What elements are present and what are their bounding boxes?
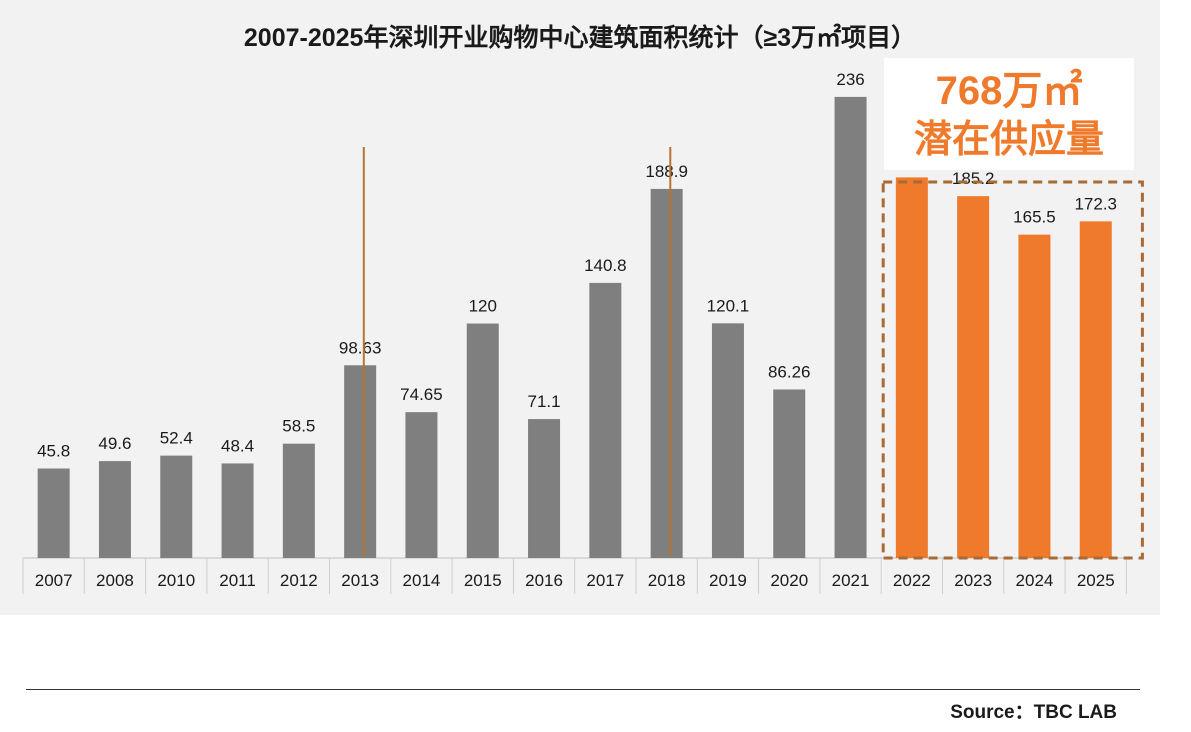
- x-tick-label-2007: 2007: [35, 571, 73, 590]
- data-label-2007: 45.8: [37, 442, 70, 461]
- data-label-2020: 86.26: [768, 362, 811, 381]
- x-tick-label-2017: 2017: [586, 571, 624, 590]
- bar-2010: [160, 455, 193, 558]
- phase-sprout: 萌芽发展阶段: [38, 620, 328, 668]
- phase-redevelopment-boom-label: 旧改爆发增长阶段: [917, 633, 1094, 658]
- x-tick-label-2023: 2023: [954, 571, 992, 590]
- data-label-2024: 165.5: [1013, 208, 1056, 227]
- phase-pandemic-exploration: 疫情探索阶段: [673, 620, 865, 668]
- footer-rule: [26, 689, 1140, 690]
- data-label-2010: 52.4: [160, 429, 193, 448]
- phase-steady-growth: 平稳增长阶段: [396, 620, 686, 668]
- source-note: Source：TBC LAB: [950, 702, 1117, 723]
- phase-steady-growth-label: 平稳增长阶段: [462, 633, 595, 658]
- bar-2020: [773, 389, 806, 558]
- bar-2023: [957, 196, 990, 558]
- bar-2019: [711, 323, 744, 558]
- chart-title: 2007-2025年深圳开业购物中心建筑面积统计（≥3万㎡项目）: [243, 24, 917, 52]
- x-tick-label-2010: 2010: [157, 571, 195, 590]
- x-tick-label-2018: 2018: [648, 571, 686, 590]
- x-tick-label-2011: 2011: [219, 571, 256, 590]
- bar-chart: 45.8 2007 49.6 2008 52.4 2010 48.4 2011 58.5 2012…: [22, 70, 1144, 594]
- phase-redevelopment-boom: 旧改爆发增长阶段: [884, 620, 1152, 668]
- x-tick-label-2008: 2008: [96, 571, 134, 590]
- data-label-2016: 71.1: [528, 392, 561, 411]
- x-tick-label-2013: 2013: [341, 571, 379, 590]
- bar-2013: [344, 365, 377, 558]
- data-label-2011: 48.4: [221, 436, 254, 455]
- bar-2017: [589, 282, 622, 558]
- x-tick-label-2025: 2025: [1077, 571, 1115, 590]
- bar-2025: [1079, 221, 1112, 559]
- bar-2018: [650, 188, 683, 558]
- x-tick-label-2012: 2012: [280, 571, 318, 590]
- bar-2014: [405, 412, 438, 558]
- bar-2016: [528, 419, 561, 558]
- data-label-2015: 120: [469, 297, 497, 316]
- bar-2022: [895, 177, 928, 559]
- bar-2021: [834, 96, 867, 559]
- x-tick-label-2014: 2014: [403, 571, 441, 590]
- bar-2008: [98, 461, 131, 558]
- data-label-2025: 172.3: [1074, 194, 1117, 213]
- x-tick-label-2024: 2024: [1016, 571, 1054, 590]
- data-label-2023: 185.2: [952, 169, 995, 188]
- x-tick-label-2020: 2020: [770, 571, 808, 590]
- x-tick-label-2021: 2021: [832, 571, 870, 590]
- data-label-2017: 140.8: [584, 256, 627, 275]
- data-label-2018: 188.9: [645, 162, 688, 181]
- bar-2011: [221, 463, 254, 558]
- potential-supply-label: 潜在供应量: [913, 119, 1104, 161]
- data-label-2013: 98.63: [339, 338, 382, 357]
- bar-2012: [282, 443, 315, 558]
- potential-supply-value: 768万㎡: [935, 69, 1083, 113]
- potential-supply-callout: 768万㎡ 潜在供应量: [884, 58, 1134, 170]
- x-tick-label-2019: 2019: [709, 571, 747, 590]
- x-tick-label-2022: 2022: [893, 571, 931, 590]
- data-label-2012: 58.5: [282, 417, 315, 436]
- data-label-2008: 49.6: [98, 434, 131, 453]
- forecast-highlight-box: [881, 180, 1144, 560]
- data-label-2014: 74.65: [400, 385, 443, 404]
- x-tick-label-2016: 2016: [525, 571, 563, 590]
- phase-sprout-label: 萌芽发展阶段: [104, 633, 237, 658]
- bar-2007: [37, 468, 70, 558]
- x-tick-label-2015: 2015: [464, 571, 502, 590]
- data-label-2019: 120.1: [707, 296, 750, 315]
- data-label-2021: 236: [836, 70, 864, 89]
- bar-2015: [466, 323, 499, 558]
- phase-pandemic-exploration-label: 疫情探索阶段: [690, 633, 823, 658]
- bar-2024: [1018, 234, 1051, 558]
